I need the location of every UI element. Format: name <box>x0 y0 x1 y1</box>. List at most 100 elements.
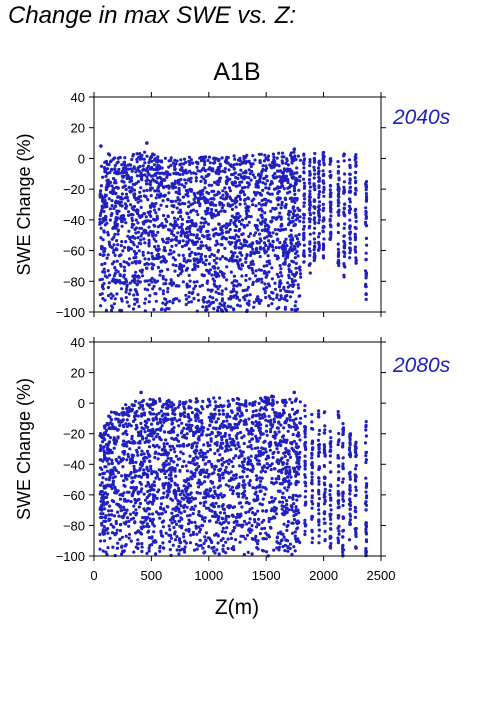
data-point <box>146 251 150 255</box>
data-point <box>134 251 138 255</box>
data-point <box>221 471 225 475</box>
data-point <box>342 262 346 266</box>
data-point <box>103 438 107 442</box>
data-point <box>291 238 295 242</box>
data-point <box>269 440 273 444</box>
data-point <box>104 484 108 488</box>
data-point <box>282 522 286 526</box>
data-point <box>270 480 274 485</box>
data-point <box>248 440 252 444</box>
data-point <box>125 490 130 494</box>
data-point <box>241 463 245 467</box>
data-point <box>251 464 255 468</box>
data-point <box>261 167 265 172</box>
data-point <box>348 225 352 229</box>
data-point <box>282 240 287 244</box>
data-point <box>190 411 195 415</box>
data-point <box>285 244 289 248</box>
data-point <box>298 158 303 162</box>
y-tick-label: 0 <box>78 151 85 166</box>
data-point <box>277 421 281 425</box>
data-point <box>134 270 138 274</box>
data-point <box>223 301 227 305</box>
data-point <box>144 518 148 522</box>
data-point <box>182 535 186 539</box>
data-point <box>279 184 284 189</box>
data-point <box>337 263 341 268</box>
data-point <box>199 244 203 248</box>
data-point <box>188 399 192 403</box>
data-point <box>210 252 214 256</box>
data-point <box>348 181 352 185</box>
data-point <box>187 238 192 242</box>
data-point <box>232 441 236 445</box>
data-point <box>316 415 321 419</box>
data-point <box>101 549 105 553</box>
data-point <box>160 424 164 428</box>
data-point <box>148 158 152 162</box>
data-point <box>170 401 174 405</box>
data-point <box>312 237 316 241</box>
data-point <box>231 492 235 496</box>
data-point <box>132 414 136 419</box>
data-point <box>102 253 106 257</box>
data-point <box>121 457 125 461</box>
data-point <box>144 182 149 186</box>
data-point <box>238 183 242 187</box>
data-point <box>133 441 137 445</box>
data-point <box>200 216 204 220</box>
data-point <box>310 499 314 503</box>
data-point <box>198 189 202 194</box>
data-point <box>247 481 251 485</box>
data-point <box>260 198 264 203</box>
data-point <box>162 240 166 244</box>
data-point <box>317 428 322 433</box>
data-point <box>205 468 209 472</box>
data-point <box>263 236 267 240</box>
data-point <box>238 540 242 544</box>
data-point <box>205 229 209 234</box>
data-point <box>302 162 306 166</box>
data-point <box>107 517 111 521</box>
data-point <box>282 187 286 191</box>
data-point <box>286 191 290 195</box>
data-point <box>116 156 120 160</box>
data-point <box>316 235 321 239</box>
data-point <box>278 288 283 293</box>
data-point <box>336 253 340 257</box>
data-point <box>212 234 216 238</box>
data-point <box>210 481 214 485</box>
data-point <box>123 476 128 480</box>
data-point <box>348 236 352 240</box>
data-point <box>102 209 106 214</box>
data-point <box>253 446 257 450</box>
data-point <box>227 462 231 466</box>
data-point <box>336 182 340 186</box>
data-point <box>208 295 212 299</box>
data-point <box>173 530 177 534</box>
data-point <box>297 188 301 192</box>
data-point <box>276 186 280 190</box>
data-point <box>274 508 278 512</box>
data-point <box>150 202 154 206</box>
plot-frame-2040s <box>93 96 382 313</box>
data-point <box>163 224 167 228</box>
data-point <box>312 258 316 263</box>
data-point <box>146 506 150 510</box>
data-point <box>194 542 198 546</box>
data-point <box>187 419 191 423</box>
data-point <box>107 197 111 201</box>
data-point <box>285 289 289 293</box>
data-point <box>170 479 174 483</box>
data-point <box>210 494 214 498</box>
data-point <box>132 192 136 196</box>
data-point <box>143 150 147 154</box>
data-point <box>153 189 157 193</box>
data-point <box>191 532 195 537</box>
data-point <box>253 400 257 404</box>
data-point <box>280 179 284 183</box>
data-point <box>275 272 279 276</box>
data-point <box>151 493 155 497</box>
data-point <box>212 253 216 258</box>
data-point <box>294 451 298 456</box>
